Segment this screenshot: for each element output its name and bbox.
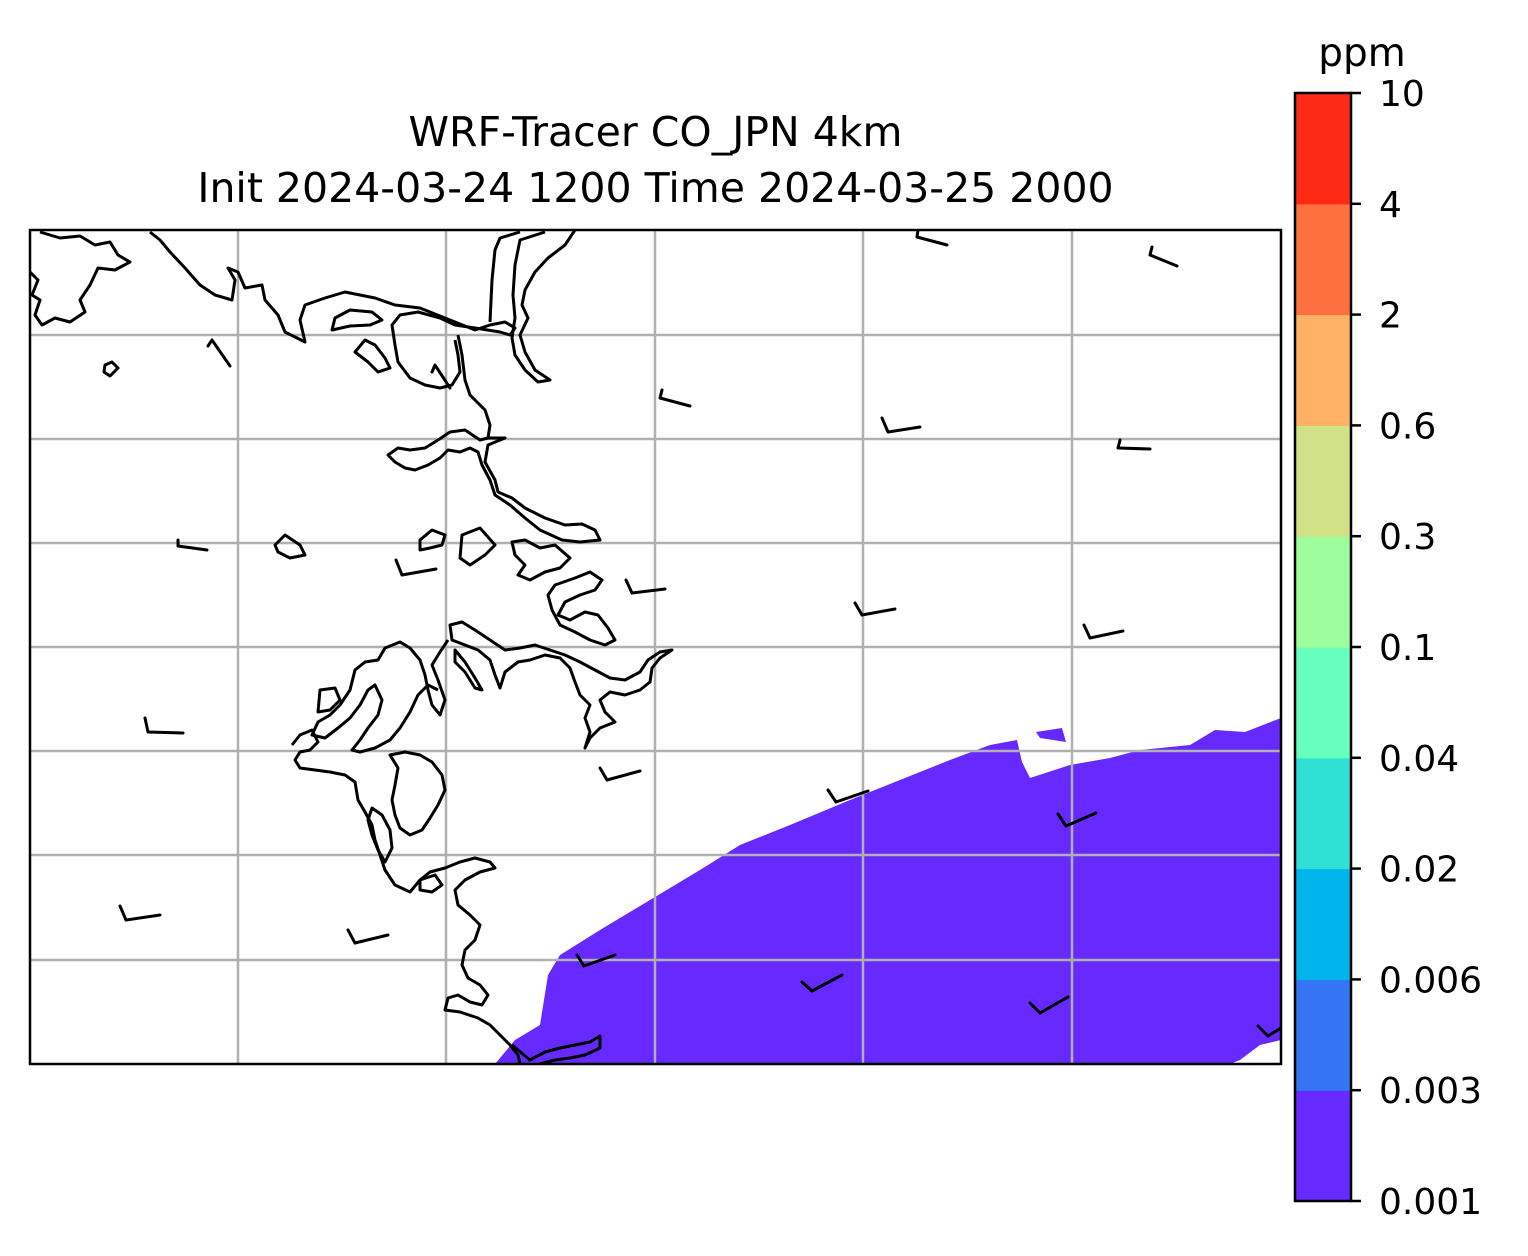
coastline-island [418,528,447,552]
wind-barb [1028,995,1070,1015]
colorbar-segment [1295,979,1351,1091]
wind-barb [624,578,667,595]
coastline-island [418,873,444,894]
colorbar-segment [1295,868,1351,980]
colorbar-segment [1295,203,1351,316]
wind-barb [143,716,185,735]
map-frame [28,228,1283,1066]
wind-barb [826,788,870,804]
colorbar-segment [1295,425,1351,537]
coastline-island [366,806,394,864]
coastline-island [458,526,497,567]
map-title: WRF-Tracer CO_JPN 4km Init 2024-03-24 12… [30,104,1281,216]
coastline-mainland [510,538,572,582]
colorbar-tick-label: 0.6 [1379,406,1436,447]
colorbar-segment [1295,647,1351,759]
coastline-island [330,308,384,332]
colorbar-segment [1295,757,1351,870]
colorbar-tick-label: 0.001 [1379,1182,1482,1223]
wind-barb [658,388,692,408]
colorbar-tick-label: 0.04 [1379,739,1459,780]
wind-barb [1256,1024,1281,1038]
wind-barb [915,230,949,247]
colorbar-tick-label: 10 [1379,74,1425,115]
gridlines [30,230,1281,1064]
colorbar-segment [1295,536,1351,648]
colorbar-tick-label: 4 [1379,185,1402,226]
coastline-mainland [149,230,517,390]
coastline-island [273,533,307,560]
wind-barb [394,558,438,577]
coastline-peninsula [453,648,484,692]
coastline-island [316,686,342,714]
wind-barb [176,538,209,552]
wind-barb [880,416,922,434]
coastline-strait [488,230,521,323]
wind-barb [598,766,642,782]
coastline-island [353,338,392,374]
coastline-strait [510,230,577,384]
coastlines [30,230,674,1064]
colorbar-unit-label: ppm [1318,31,1406,76]
wind-barb [1116,438,1152,451]
coastline-mainland [30,230,132,327]
colorbar-tick-label: 0.1 [1379,628,1436,669]
wind-barb [575,953,617,968]
coastline-mainland [448,620,674,750]
colorbar: 0.001 0.003 0.006 0.02 0.04 0.1 0.3 0.6 2 4 10 [1293,74,1482,1223]
coastline-island [102,360,120,378]
colorbar-segment [1295,1090,1351,1202]
title-line-2: Init 2024-03-24 1200 Time 2024-03-25 200… [197,164,1114,212]
wind-barb [1082,623,1125,640]
coastline-bay [511,1034,602,1064]
wind-barb [346,928,390,945]
colorbar-segment [1295,314,1351,426]
title-line-1: WRF-Tracer CO_JPN 4km [408,108,903,156]
colorbar-segment [1295,93,1351,205]
wind-barb [206,338,232,368]
wind-barb [118,904,162,922]
coastline-mainland [386,334,602,544]
colorbar-tick-label: 0.003 [1379,1071,1482,1112]
wind-barb [800,973,844,993]
wind-barbs [118,230,1281,1038]
wind-barb [853,601,897,617]
coastline-mainland [310,639,450,754]
colorbar-tick-label: 2 [1379,296,1402,337]
colorbar-tick-label: 0.02 [1379,850,1459,891]
colorbar-tick-label: 0.3 [1379,517,1436,558]
colorbar-tick-label: 0.006 [1379,960,1482,1001]
map-panel [30,230,1281,1064]
wind-barb [430,363,452,390]
coastline-mainland [388,750,447,837]
concentration-field [495,718,1281,1064]
coastline-mainland [290,728,522,1064]
wind-barb [1148,245,1179,268]
coastline-mainland [546,570,617,647]
wind-barb [1056,811,1098,828]
